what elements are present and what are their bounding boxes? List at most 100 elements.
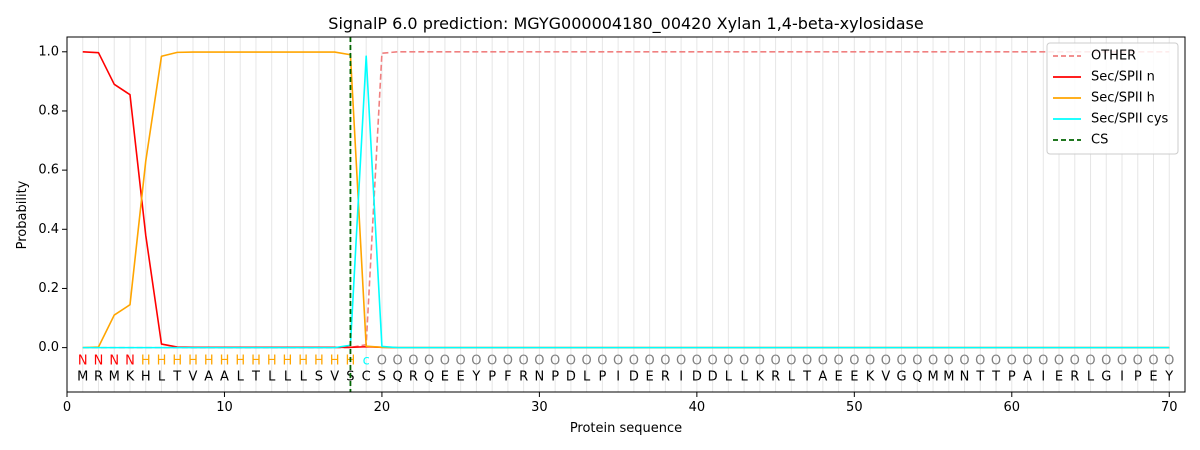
residue-letter: E — [646, 370, 654, 385]
region-label: O — [770, 353, 780, 368]
residue-letter: S — [315, 370, 323, 385]
region-label: O — [550, 353, 560, 368]
region-label: O — [692, 353, 702, 368]
residue-letter: M — [109, 370, 120, 385]
plot-area-frame — [66, 36, 1186, 393]
region-label: O — [408, 353, 418, 368]
region-label: O — [849, 353, 859, 368]
residue-letter: G — [1101, 370, 1111, 385]
region-label: O — [487, 353, 497, 368]
region-label: O — [566, 353, 576, 368]
residue-letter: I — [1041, 370, 1045, 385]
region-label: O — [896, 353, 906, 368]
residue-letter: L — [583, 370, 591, 385]
series-line-sec-spii-cys — [82, 55, 1170, 349]
residue-letter: P — [1134, 370, 1142, 385]
y-tick-label: 0.0 — [38, 340, 59, 355]
residue-letter: E — [441, 370, 449, 385]
residue-letter: C — [362, 370, 371, 385]
region-label: O — [1101, 353, 1111, 368]
region-label: H — [298, 353, 308, 368]
residue-letter: V — [330, 370, 339, 385]
residue-letter: K — [126, 370, 135, 385]
region-label: O — [1164, 353, 1174, 368]
region-label: O — [534, 353, 544, 368]
residue-letter: L — [1087, 370, 1095, 385]
region-label: O — [471, 353, 481, 368]
residue-letter: M — [927, 370, 938, 385]
region-label: O — [503, 353, 513, 368]
region-label: O — [1133, 353, 1143, 368]
residue-letter: Q — [424, 370, 434, 385]
residue-letter: S — [378, 370, 386, 385]
region-label: N — [109, 353, 119, 368]
residue-letter: R — [519, 370, 528, 385]
region-label: O — [739, 353, 749, 368]
residue-letter: T — [975, 370, 984, 385]
region-label: O — [912, 353, 922, 368]
residue-letter: Y — [471, 370, 480, 385]
residue-letter: I — [1120, 370, 1124, 385]
y-tick-label: 1.0 — [38, 44, 59, 59]
region-label: H — [283, 353, 293, 368]
residue-letter: I — [616, 370, 620, 385]
residue-letter: Q — [393, 370, 403, 385]
legend-label: CS — [1091, 133, 1108, 148]
residue-letter: Q — [912, 370, 922, 385]
region-label: O — [1085, 353, 1095, 368]
residue-letter: D — [708, 370, 718, 385]
residue-letter: L — [158, 370, 166, 385]
region-label: O — [424, 353, 434, 368]
region-label: O — [944, 353, 954, 368]
residue-letter: E — [1149, 370, 1157, 385]
x-tick-label: 50 — [846, 400, 863, 415]
residue-letter: I — [679, 370, 683, 385]
region-label: O — [660, 353, 670, 368]
region-label: N — [125, 353, 135, 368]
region-label: O — [975, 353, 985, 368]
legend-label: OTHER — [1091, 49, 1136, 64]
residue-letter: E — [850, 370, 858, 385]
region-label: O — [818, 353, 828, 368]
residue-letter: V — [189, 370, 198, 385]
x-tick-label: 70 — [1161, 400, 1178, 415]
residue-letter: V — [881, 370, 890, 385]
residue-letter: A — [1023, 370, 1032, 385]
y-tick-label: 0.8 — [38, 103, 59, 118]
region-label: O — [833, 353, 843, 368]
residue-letter: Y — [1164, 370, 1173, 385]
residue-letter: R — [771, 370, 780, 385]
residue-letter: L — [788, 370, 796, 385]
region-label: O — [1022, 353, 1032, 368]
region-label: O — [629, 353, 639, 368]
region-label: O — [865, 353, 875, 368]
region-label: O — [582, 353, 592, 368]
region-label: O — [1054, 353, 1064, 368]
x-axis-ticks: 0 10 20 30 40 50 60 70 — [63, 392, 1178, 415]
region-label: O — [1117, 353, 1127, 368]
residue-letter: L — [284, 370, 292, 385]
region-label: O — [597, 353, 607, 368]
region-label: O — [440, 353, 450, 368]
residue-letter: D — [629, 370, 639, 385]
y-tick-label: 0.6 — [38, 163, 59, 178]
region-label: H — [330, 353, 340, 368]
residue-letter: G — [897, 370, 907, 385]
y-axis-label: Probability — [15, 180, 30, 249]
y-tick-label: 0.2 — [38, 281, 59, 296]
region-label: H — [267, 353, 277, 368]
residue-letter: F — [504, 370, 511, 385]
residue-letter: R — [409, 370, 418, 385]
x-tick-label: 60 — [1004, 400, 1021, 415]
residue-letter: T — [172, 370, 181, 385]
region-label: c — [363, 353, 370, 368]
region-label: H — [251, 353, 261, 368]
residue-letter: A — [204, 370, 213, 385]
residue-letter: P — [1008, 370, 1016, 385]
residue-letter: T — [251, 370, 260, 385]
region-label: H — [141, 353, 151, 368]
residue-letter: L — [300, 370, 308, 385]
region-label: O — [393, 353, 403, 368]
residue-letter: D — [566, 370, 576, 385]
